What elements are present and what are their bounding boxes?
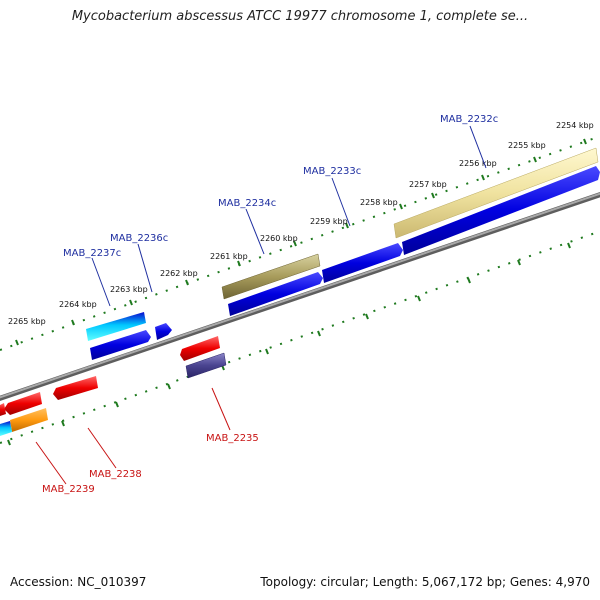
gene-orange-feature[interactable] [10, 408, 48, 432]
kbp-label-2254: 2254 kbp [556, 121, 594, 130]
gene-olive-feature[interactable] [221, 253, 321, 300]
kbp-label-2262: 2262 kbp [160, 269, 198, 278]
gene-callouts-forward [91, 125, 487, 307]
kbp-label-2259: 2259 kbp [310, 217, 348, 226]
inner-tick-ring [0, 231, 599, 444]
gene-label-mab2233c[interactable]: MAB_2233c [303, 166, 361, 177]
gene-blue-small[interactable] [155, 323, 172, 340]
gene-blue-cds-left[interactable] [90, 330, 151, 360]
gene-label-mab2235[interactable]: MAB_2235 [206, 433, 259, 444]
gene-callouts-reverse [35, 387, 231, 485]
gene-cyan-feature[interactable] [86, 312, 146, 341]
gene-label-mab2238[interactable]: MAB_2238 [89, 469, 142, 480]
reverse-genes[interactable] [0, 336, 227, 436]
gene-red-cds-mab2239[interactable] [4, 392, 42, 415]
kbp-label-2257: 2257 kbp [409, 180, 447, 189]
forward-genes[interactable] [86, 147, 600, 360]
gene-red-cds-edge[interactable] [0, 403, 6, 416]
kbp-label-2261: 2261 kbp [210, 252, 248, 261]
kbp-scale-labels: 2254 kbp 2255 kbp 2256 kbp 2257 kbp 2258… [8, 121, 594, 326]
gene-label-mab2236c[interactable]: MAB_2236c [110, 233, 168, 244]
gene-label-mab2239[interactable]: MAB_2239 [42, 484, 95, 495]
gene-red-cds-mab2238[interactable] [53, 376, 98, 400]
genome-summary-text: Topology: circular; Length: 5,067,172 bp… [260, 575, 590, 589]
gene-blue-cds-1[interactable] [228, 272, 323, 316]
kbp-label-2260: 2260 kbp [260, 234, 298, 243]
kbp-label-2263: 2263 kbp [110, 285, 148, 294]
gene-label-mab2234c[interactable]: MAB_2234c [218, 198, 276, 209]
gene-blue-cds-3[interactable] [402, 166, 600, 255]
kbp-label-2255: 2255 kbp [508, 141, 546, 150]
gene-red-cds-mab2235-left[interactable] [180, 336, 220, 361]
genome-backbone [0, 192, 600, 401]
kbp-label-2264: 2264 kbp [59, 300, 97, 309]
gene-label-mab2232c[interactable]: MAB_2232c [440, 114, 498, 125]
outer-tick-ring [0, 136, 599, 351]
map-title: Mycobacterium abscessus ATCC 19977 chrom… [71, 9, 529, 24]
gene-label-mab2237c[interactable]: MAB_2237c [63, 248, 121, 259]
kbp-label-2258: 2258 kbp [360, 198, 398, 207]
gene-cyan-edge[interactable] [0, 421, 12, 436]
kbp-label-2256: 2256 kbp [459, 159, 497, 168]
kbp-label-2265: 2265 kbp [8, 317, 46, 326]
gene-blue-cds-2[interactable] [322, 243, 403, 283]
outer-major-ticks [15, 138, 587, 346]
gene-purple-feature[interactable] [185, 352, 227, 379]
accession-text: Accession: NC_010397 [10, 575, 147, 589]
gene-yellow-feature[interactable] [393, 147, 599, 239]
gene-labels: MAB_2232c MAB_2233c MAB_2234c MAB_2236c … [42, 114, 498, 495]
